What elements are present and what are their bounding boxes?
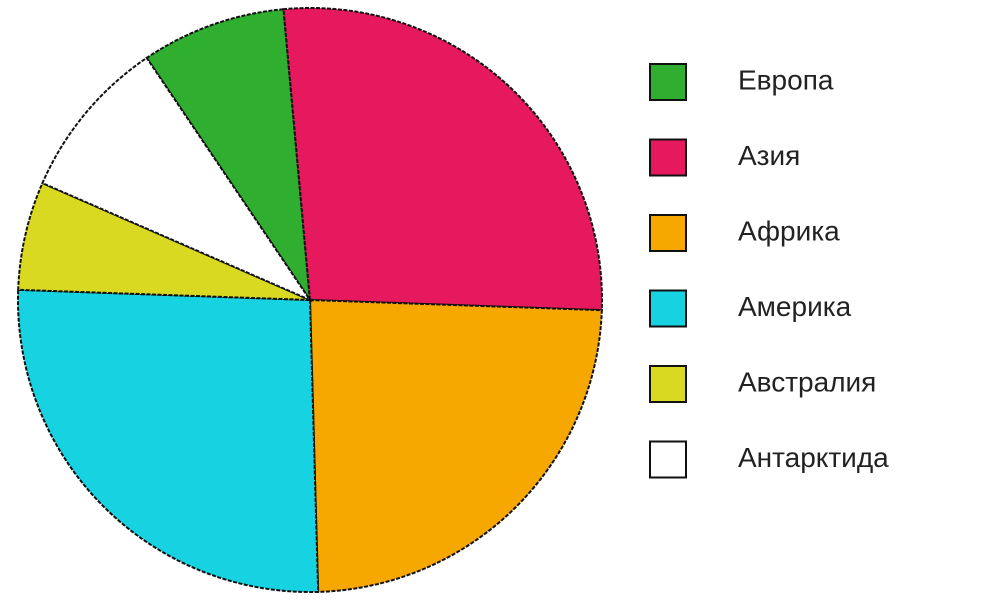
legend-swatch: [649, 214, 687, 252]
legend-swatch: [649, 63, 687, 101]
legend-swatch: [649, 138, 687, 177]
legend-swatch: [649, 365, 687, 403]
legend-label: Антарктида: [738, 442, 889, 473]
pie-slice: [282, 7, 603, 312]
pie-slice: [308, 298, 603, 593]
pie-slice: [41, 56, 313, 303]
legend-swatch: [649, 440, 687, 479]
legend-label: Африка: [738, 215, 840, 246]
pie-slice: [17, 288, 320, 593]
legend-swatch: [649, 289, 687, 328]
legend-label: Австралия: [738, 366, 876, 397]
pie-slice: [145, 8, 311, 301]
legend-label: Европа: [738, 64, 834, 95]
legend-label: Азия: [738, 140, 800, 171]
legend-label: Америка: [738, 291, 852, 322]
